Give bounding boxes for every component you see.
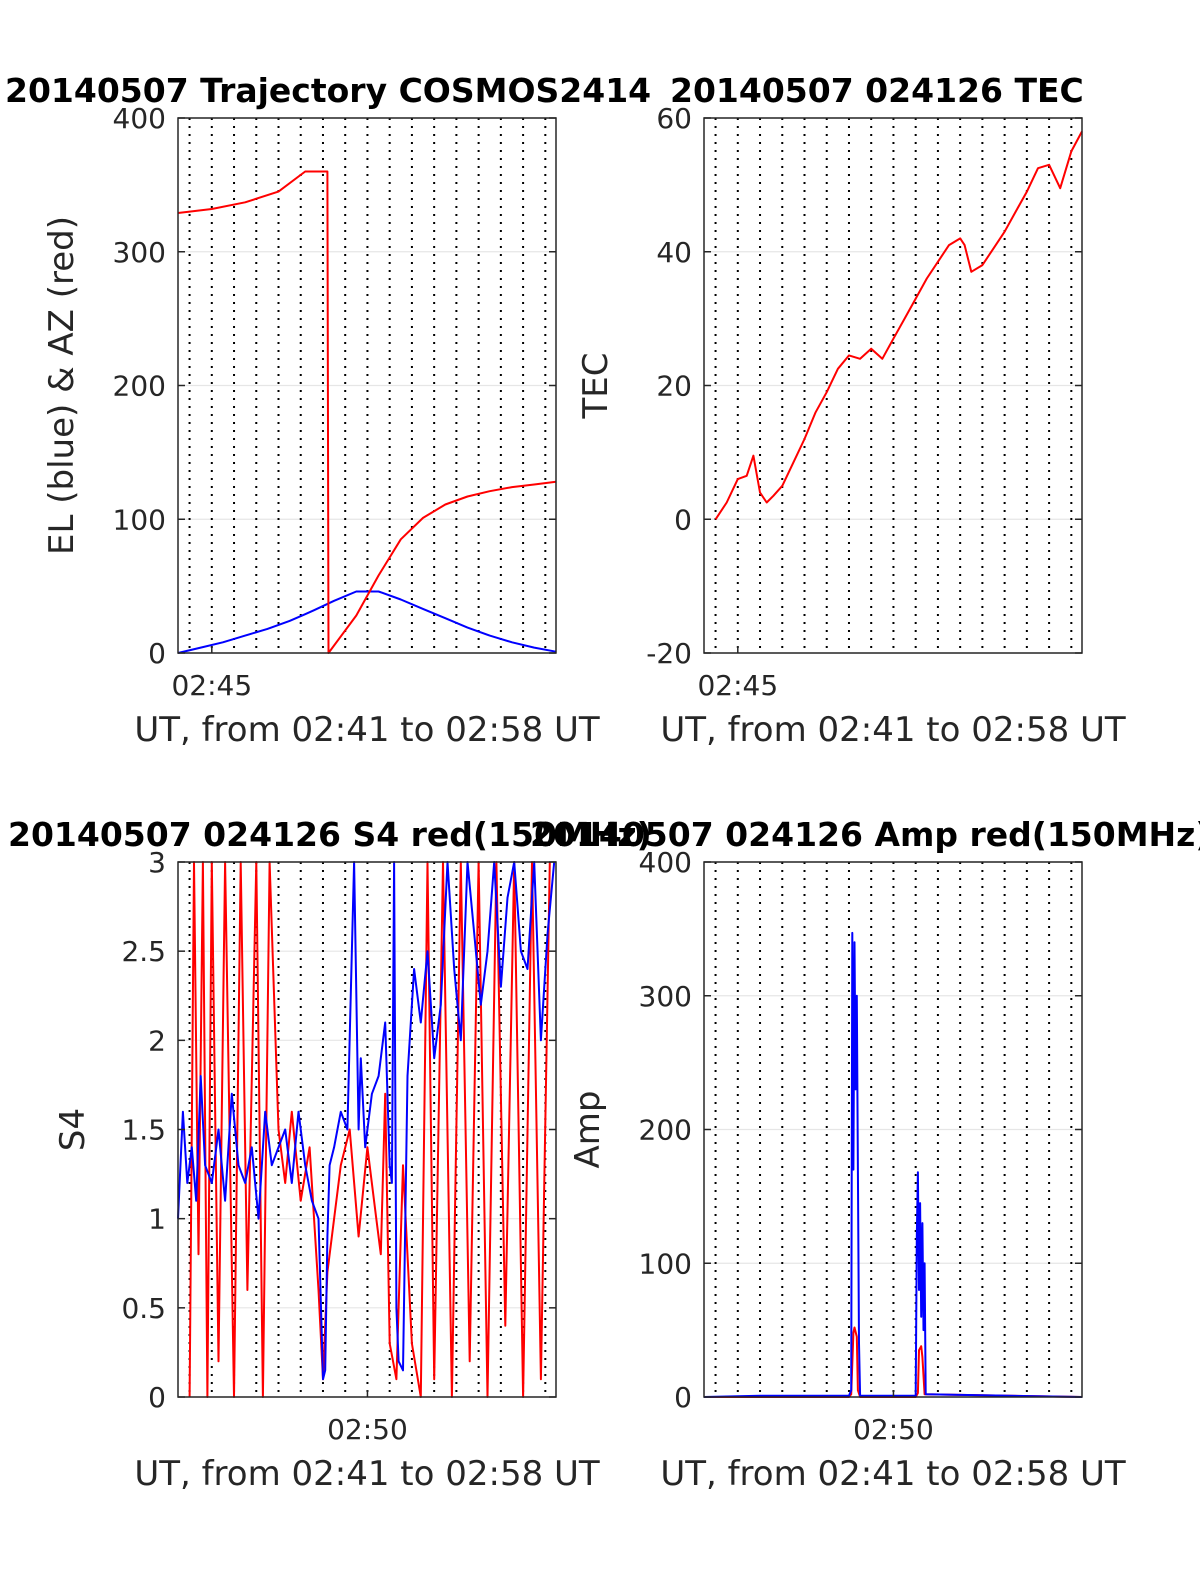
y-tick-label: 0 xyxy=(148,1381,166,1414)
y-tick-label: 0 xyxy=(148,637,166,670)
x-tick-label: 02:50 xyxy=(327,1413,408,1446)
y-tick-label: 400 xyxy=(639,846,692,879)
chart-title: 20140507 024126 Amp red(150MHz) xyxy=(530,815,1200,854)
chart-panel-1: 0 100 200 300 400 02:45 UT, from 02:41 to 02:5… xyxy=(5,71,651,750)
chart-title: 20140507 024126 TEC xyxy=(670,71,1084,110)
chart-title: 20140507 024126 S4 red(150MHz) xyxy=(8,815,652,854)
series-line-2 xyxy=(703,931,1083,1398)
y-tick-label: 0 xyxy=(674,1381,692,1414)
y-axis-label: EL (blue) & AZ (red) xyxy=(42,216,82,555)
y-tick-label: -20 xyxy=(646,637,692,670)
y-tick-label: 200 xyxy=(639,1114,692,1147)
chart-panel-2: -20 0 20 40 60 02:45 UT, from 02:41 to 02:58 U… xyxy=(576,71,1126,750)
series-line-1 xyxy=(188,861,551,1398)
y-axis-label: TEC xyxy=(576,353,616,420)
x-axis-label: UT, from 02:41 to 02:58 UT xyxy=(134,710,600,750)
x-tick-label: 02:45 xyxy=(697,669,778,702)
y-tick-label: 3 xyxy=(148,846,166,879)
series-line-2 xyxy=(177,170,557,654)
y-tick-label: 2 xyxy=(148,1024,166,1057)
y-tick-label: 100 xyxy=(113,503,166,536)
x-axis-label: UT, from 02:41 to 02:58 UT xyxy=(134,1454,600,1494)
x-axis-label: UT, from 02:41 to 02:58 UT xyxy=(660,710,1126,750)
y-axis-label: Amp xyxy=(568,1091,608,1169)
y-tick-label: 1 xyxy=(148,1203,166,1236)
y-tick-label: 40 xyxy=(656,236,692,269)
y-tick-label: 300 xyxy=(113,236,166,269)
series-line-2 xyxy=(177,861,556,1381)
x-tick-label: 02:45 xyxy=(171,669,252,702)
y-tick-label: 1.5 xyxy=(121,1114,166,1147)
y-tick-label: 2.5 xyxy=(121,935,166,968)
y-tick-label: 200 xyxy=(113,370,166,403)
series-line-1 xyxy=(177,590,557,654)
series-line-1 xyxy=(714,130,1083,520)
y-tick-label: 400 xyxy=(113,102,166,135)
x-tick-label: 02:50 xyxy=(853,1413,934,1446)
chart-panel-4: 0 100 200 300 400 02:50 UT, from 02:41 to 02:5… xyxy=(530,815,1200,1494)
y-tick-label: 60 xyxy=(656,102,692,135)
y-tick-label: 100 xyxy=(639,1247,692,1280)
chart-title: 20140507 Trajectory COSMOS2414 xyxy=(5,71,651,110)
x-axis-label: UT, from 02:41 to 02:58 UT xyxy=(660,1454,1126,1494)
y-tick-label: 0 xyxy=(674,503,692,536)
y-tick-label: 0.5 xyxy=(121,1292,166,1325)
y-tick-label: 300 xyxy=(639,980,692,1013)
chart-panel-3: 0 0.5 1 1.5 2 2.5 3 02:50 UT, from 02:41 to 02:5… xyxy=(8,815,652,1494)
y-axis-label: S4 xyxy=(53,1108,93,1151)
y-tick-label: 20 xyxy=(656,370,692,403)
